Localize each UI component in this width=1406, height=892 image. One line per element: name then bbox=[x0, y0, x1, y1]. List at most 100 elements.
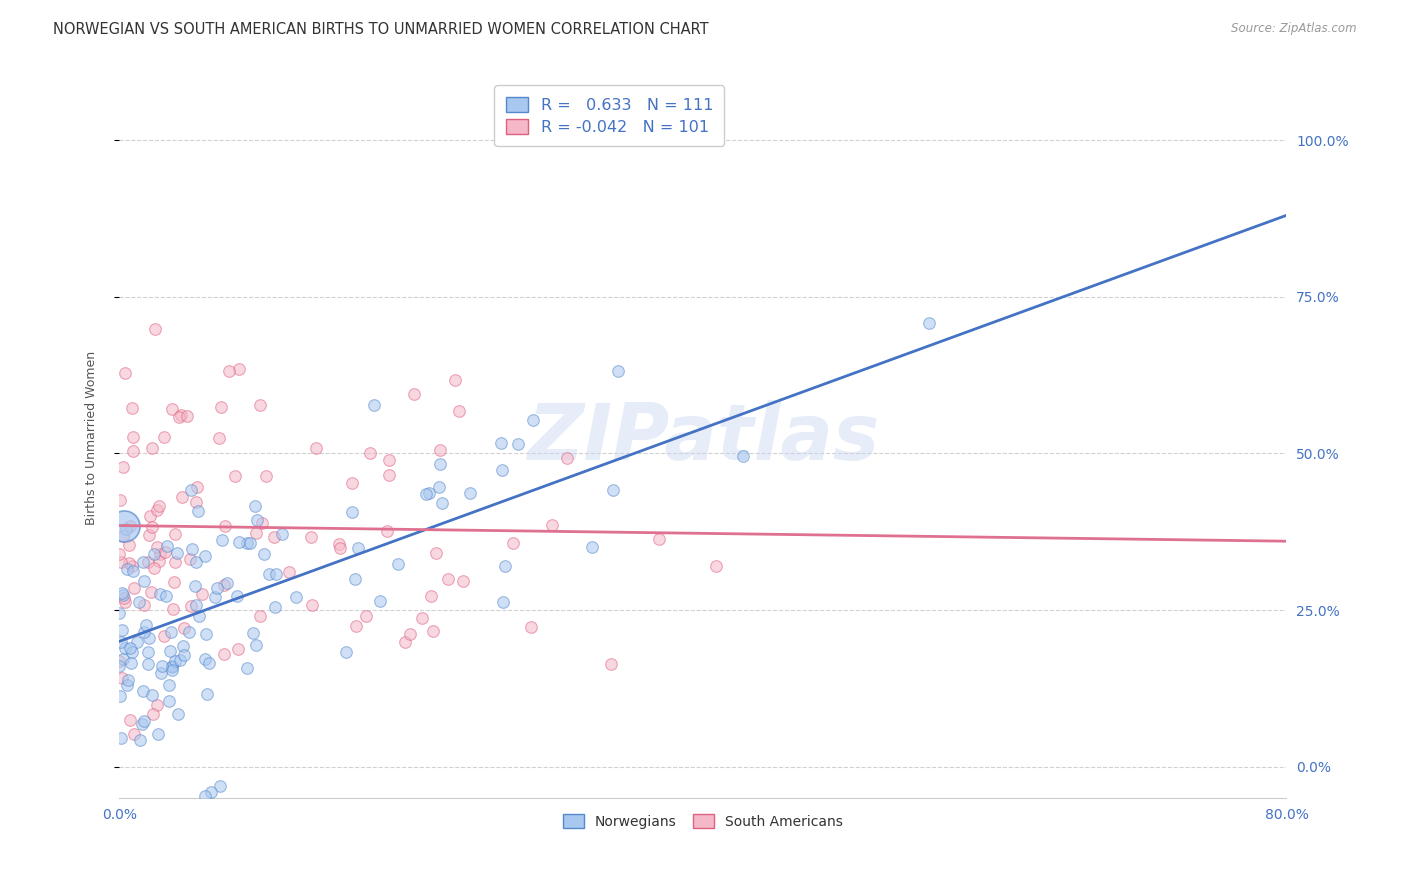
Point bbox=[489, 435, 512, 450]
Point bbox=[163, 575, 186, 590]
Point bbox=[120, 657, 142, 671]
Point bbox=[224, 469, 246, 483]
Point bbox=[363, 398, 385, 412]
Point bbox=[429, 458, 451, 472]
Point bbox=[118, 556, 141, 570]
Point bbox=[160, 660, 183, 674]
Point bbox=[257, 567, 280, 582]
Point bbox=[387, 557, 409, 571]
Point bbox=[162, 658, 184, 673]
Point bbox=[108, 493, 131, 508]
Point bbox=[253, 547, 276, 561]
Point bbox=[343, 572, 366, 586]
Point bbox=[131, 684, 153, 698]
Point bbox=[122, 444, 145, 458]
Point bbox=[335, 645, 357, 659]
Point bbox=[212, 578, 235, 592]
Text: ZIPatlas: ZIPatlas bbox=[527, 400, 879, 475]
Point bbox=[153, 629, 176, 643]
Point bbox=[149, 587, 172, 601]
Point bbox=[132, 598, 155, 612]
Point bbox=[249, 398, 271, 412]
Point bbox=[162, 401, 184, 416]
Point bbox=[555, 451, 578, 466]
Point bbox=[111, 652, 134, 666]
Point bbox=[918, 316, 941, 330]
Point bbox=[491, 463, 513, 477]
Point bbox=[522, 413, 544, 427]
Point bbox=[301, 599, 323, 613]
Point bbox=[194, 789, 217, 803]
Point bbox=[143, 547, 166, 561]
Point bbox=[194, 549, 217, 564]
Point bbox=[520, 620, 543, 634]
Point bbox=[170, 408, 193, 422]
Point bbox=[502, 536, 524, 550]
Point bbox=[122, 727, 145, 741]
Point bbox=[184, 495, 207, 509]
Point bbox=[108, 606, 131, 620]
Point bbox=[173, 621, 195, 635]
Point bbox=[246, 513, 269, 527]
Point bbox=[186, 480, 208, 494]
Point bbox=[111, 585, 134, 599]
Point bbox=[394, 635, 416, 649]
Point bbox=[600, 657, 623, 671]
Point bbox=[141, 520, 163, 534]
Point bbox=[186, 599, 208, 613]
Text: NORWEGIAN VS SOUTH AMERICAN BIRTHS TO UNMARRIED WOMEN CORRELATION CHART: NORWEGIAN VS SOUTH AMERICAN BIRTHS TO UN… bbox=[53, 22, 709, 37]
Point bbox=[415, 486, 437, 500]
Point bbox=[214, 518, 236, 533]
Point bbox=[111, 529, 134, 543]
Point bbox=[169, 653, 191, 667]
Point bbox=[166, 546, 188, 560]
Point bbox=[451, 574, 474, 588]
Point bbox=[115, 522, 138, 536]
Point bbox=[354, 609, 377, 624]
Point bbox=[149, 547, 172, 561]
Point bbox=[120, 518, 142, 533]
Point bbox=[142, 707, 165, 722]
Point bbox=[197, 657, 219, 671]
Point bbox=[225, 589, 247, 603]
Point bbox=[418, 486, 440, 500]
Point bbox=[108, 654, 131, 668]
Point bbox=[250, 516, 273, 530]
Point bbox=[112, 518, 135, 533]
Point bbox=[118, 641, 141, 656]
Point bbox=[114, 366, 136, 380]
Point bbox=[132, 625, 155, 640]
Point bbox=[602, 483, 624, 497]
Point bbox=[226, 642, 249, 657]
Point bbox=[114, 640, 136, 655]
Point bbox=[256, 469, 278, 483]
Point bbox=[215, 575, 238, 590]
Point bbox=[121, 564, 143, 578]
Point bbox=[422, 624, 444, 639]
Point bbox=[157, 694, 180, 708]
Point bbox=[299, 530, 322, 544]
Point bbox=[163, 654, 186, 668]
Point bbox=[200, 785, 222, 799]
Point bbox=[167, 707, 190, 722]
Point bbox=[121, 430, 143, 444]
Point bbox=[494, 558, 516, 573]
Point bbox=[132, 555, 155, 569]
Point bbox=[108, 547, 131, 561]
Point bbox=[112, 591, 135, 606]
Point bbox=[245, 526, 267, 541]
Point bbox=[264, 567, 287, 582]
Point bbox=[157, 678, 180, 692]
Point bbox=[444, 374, 467, 388]
Point bbox=[145, 503, 167, 517]
Point bbox=[111, 623, 134, 637]
Point bbox=[148, 500, 170, 514]
Point bbox=[429, 443, 451, 458]
Point bbox=[167, 410, 190, 425]
Point bbox=[733, 449, 755, 463]
Point bbox=[704, 558, 727, 573]
Point bbox=[264, 600, 287, 615]
Point bbox=[305, 441, 328, 455]
Point bbox=[284, 591, 307, 605]
Point bbox=[146, 698, 169, 712]
